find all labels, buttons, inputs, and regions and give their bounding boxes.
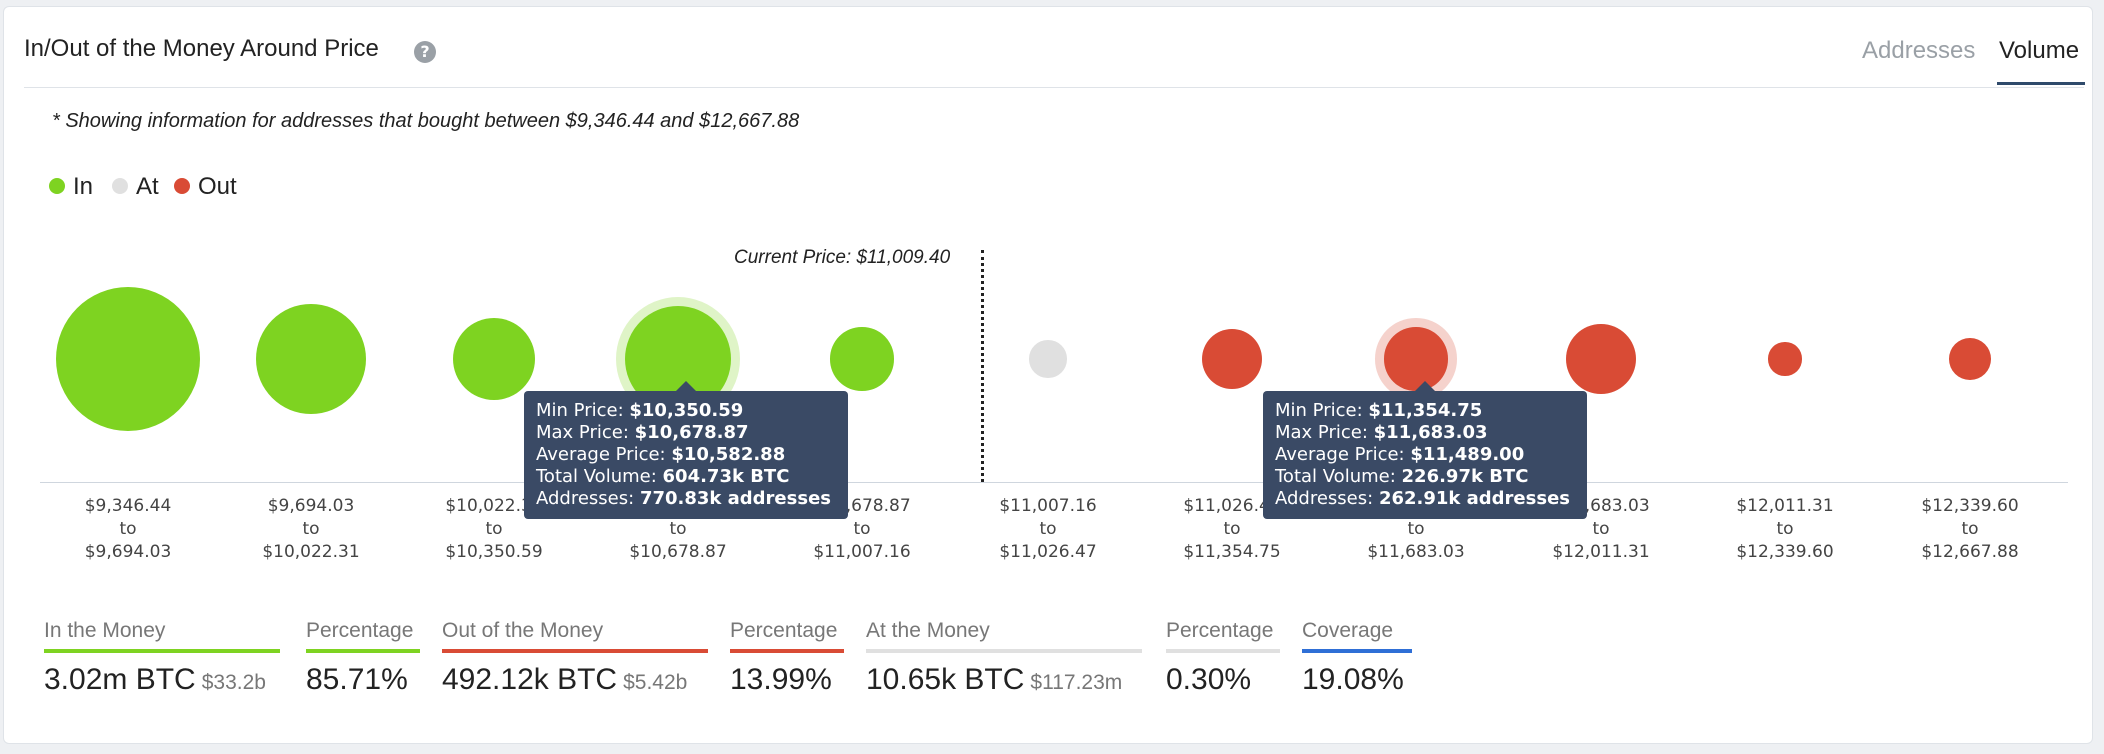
stat-label: Percentage (1166, 619, 1280, 653)
range-label-11: $12,339.60 to $12,667.88 (1875, 495, 2065, 564)
range-to: $10,678.87 (629, 542, 727, 562)
stat-label: Percentage (730, 619, 844, 653)
range-to-word: to (1776, 519, 1794, 539)
tooltip-row: Min Price: $10,350.59 (536, 400, 744, 421)
stat-in-percentage: Percentage 85.71% (306, 619, 420, 697)
tooltip-row: Min Price: $11,354.75 (1275, 400, 1483, 421)
range-to-word: to (119, 519, 137, 539)
range-to: $12,667.88 (1921, 542, 2019, 562)
help-icon[interactable]: ? (414, 41, 436, 63)
bubble-out-7[interactable] (1201, 328, 1263, 390)
range-to: $11,683.03 (1367, 542, 1465, 562)
stat-value: 13.99% (730, 663, 832, 696)
legend-in-dot (49, 177, 65, 194)
range-note: * Showing information for addresses that… (52, 110, 800, 132)
stat-in-the-money: In the Money 3.02m BTC $33.2b (44, 619, 280, 697)
bubble-in-3[interactable] (452, 317, 536, 401)
range-label-7: $11,026.47 to $11,354.75 (1137, 495, 1327, 564)
stat-label: Out of the Money (442, 619, 708, 653)
header-divider (24, 87, 2084, 88)
stat-value: 0.30% (1166, 663, 1252, 696)
range-to: $10,350.59 (445, 542, 543, 562)
active-tab-indicator (1997, 82, 2085, 85)
tab-addresses[interactable]: Addresses (1862, 37, 1976, 64)
tooltip-row: Max Price: $11,683.03 (1275, 422, 1488, 443)
bubble-out-11[interactable] (1949, 338, 1991, 380)
stat-out-percentage: Percentage 13.99% (730, 619, 844, 697)
current-price-line (981, 250, 984, 482)
chart-card: In/Out of the Money Around Price ? Addre… (3, 6, 2093, 744)
tooltip-row: Addresses: 262.91k addresses (1275, 488, 1570, 509)
range-to-word: to (1592, 519, 1610, 539)
tooltip-row: Max Price: $10,678.87 (536, 422, 749, 443)
bubble-in-5[interactable] (830, 327, 894, 391)
range-to-word: to (1961, 519, 1979, 539)
range-to: $10,022.31 (262, 542, 360, 562)
bubble-out-9[interactable] (1565, 323, 1637, 395)
range-to-word: to (669, 519, 687, 539)
range-from: $12,339.60 (1921, 496, 2019, 516)
legend-item-in[interactable]: In (49, 173, 93, 201)
bubble-out-8[interactable] (1384, 327, 1448, 391)
legend-at-dot (112, 177, 128, 194)
chart-baseline (40, 482, 2068, 483)
current-price-label: Current Price: $11,009.40 (734, 247, 951, 268)
range-to-word: to (1407, 519, 1425, 539)
range-from: $9,694.03 (267, 496, 355, 516)
bubble-in-1[interactable] (56, 287, 200, 431)
range-from: $12,011.31 (1736, 496, 1834, 516)
range-label-1: $9,346.44 to $9,694.03 (33, 495, 223, 564)
bubble-at-6[interactable] (1029, 340, 1067, 378)
range-to: $12,339.60 (1736, 542, 1834, 562)
stat-coverage: Coverage 19.08% (1302, 619, 1412, 697)
range-from: $9,346.44 (84, 496, 172, 516)
range-from: $11,026.47 (1183, 496, 1281, 516)
stat-label: At the Money (866, 619, 1142, 653)
tooltip-row: Total Volume: 604.73k BTC (536, 466, 790, 487)
range-to-word: to (853, 519, 871, 539)
stat-label: In the Money (44, 619, 280, 653)
range-to: $9,694.03 (84, 542, 172, 562)
page-title: In/Out of the Money Around Price (24, 35, 379, 62)
range-label-6: $11,007.16 to $11,026.47 (953, 495, 1143, 564)
bubble-in-2[interactable] (255, 303, 367, 415)
stat-label: Percentage (306, 619, 420, 653)
bubble-out-10[interactable] (1768, 342, 1802, 376)
tab-volume[interactable]: Volume (1999, 37, 2080, 64)
range-to: $11,354.75 (1183, 542, 1281, 562)
tooltip-row: Total Volume: 226.97k BTC (1275, 466, 1529, 487)
range-from: $11,007.16 (999, 496, 1097, 516)
stat-value: 10.65k BTC $117.23m (866, 663, 1123, 696)
legend-at-label: At (136, 173, 159, 200)
legend-out-dot (174, 177, 190, 194)
range-from: $10,022.31 (445, 496, 543, 516)
stat-out-of-the-money: Out of the Money 492.12k BTC $5.42b (442, 619, 708, 697)
range-to-word: to (1223, 519, 1241, 539)
range-label-2: $9,694.03 to $10,022.31 (216, 495, 406, 564)
tooltip-row: Average Price: $10,582.88 (536, 444, 786, 465)
stat-value: 19.08% (1302, 663, 1404, 696)
stat-at-the-money: At the Money 10.65k BTC $117.23m (866, 619, 1142, 697)
range-label-3: $10,022.31 to $10,350.59 (399, 495, 589, 564)
stat-label: Coverage (1302, 619, 1412, 653)
tooltip-row: Addresses: 770.83k addresses (536, 488, 831, 509)
tooltip-in-bucket: Min Price: $10,350.59 Max Price: $10,678… (524, 381, 848, 519)
tooltip-out-bucket: Min Price: $11,354.75 Max Price: $11,683… (1263, 381, 1587, 519)
range-to: $11,007.16 (813, 542, 911, 562)
stat-value: 3.02m BTC $33.2b (44, 663, 266, 696)
range-to-word: to (485, 519, 503, 539)
stat-value: 85.71% (306, 663, 408, 696)
stat-at-percentage: Percentage 0.30% (1166, 619, 1280, 697)
range-to-word: to (302, 519, 320, 539)
legend-item-at[interactable]: At (112, 173, 159, 201)
legend-out-label: Out (198, 173, 237, 200)
legend-in-label: In (73, 173, 94, 200)
range-to-word: to (1039, 519, 1057, 539)
range-label-10: $12,011.31 to $12,339.60 (1690, 495, 1880, 564)
stat-value: 492.12k BTC $5.42b (442, 663, 688, 696)
range-to: $11,026.47 (999, 542, 1097, 562)
range-to: $12,011.31 (1552, 542, 1650, 562)
legend-item-out[interactable]: Out (174, 173, 237, 201)
tooltip-row: Average Price: $11,489.00 (1275, 444, 1525, 465)
